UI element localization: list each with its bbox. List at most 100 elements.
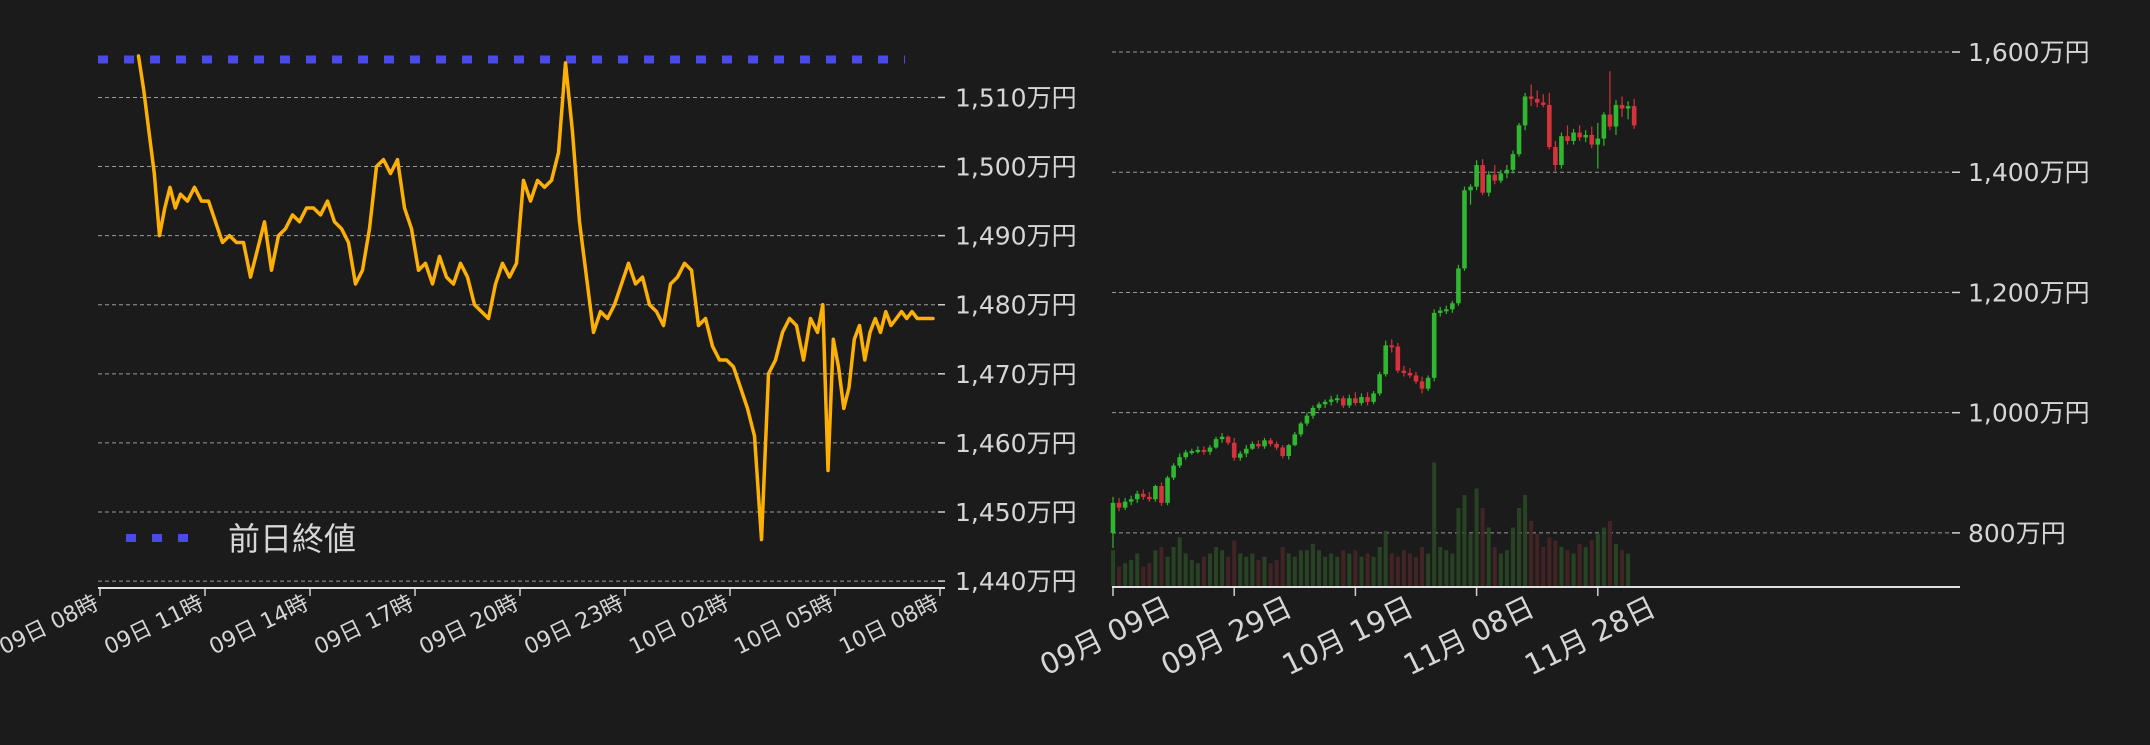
candle [1365, 392, 1370, 406]
candle-body [1583, 134, 1588, 138]
volume-bar [1244, 556, 1249, 586]
candle-body [1577, 132, 1582, 138]
volume-bar [1571, 553, 1576, 586]
daily-candlestick-chart: 800万円 1,000万円 1,200万円 1,400万円 1,600万円 09月 09… [1034, 38, 2089, 682]
daily-y-tick-label: 1,200万円 [1968, 278, 2090, 307]
intraday-x-tick-label: 09日 17時 [311, 591, 418, 660]
candle [1625, 101, 1631, 120]
daily-y-tick-label: 1,000万円 [1968, 399, 2090, 428]
candle-body [1219, 436, 1225, 440]
volume-bar [1492, 547, 1497, 586]
volume-bar [1365, 553, 1370, 586]
volume-bar [1304, 550, 1309, 586]
candle [1237, 451, 1243, 461]
candle-body [1559, 136, 1564, 166]
candle [1134, 490, 1140, 503]
candle-body [1474, 165, 1479, 187]
candle [1310, 405, 1316, 419]
volume-bar [1353, 550, 1358, 586]
candle [1322, 399, 1328, 408]
volume-bar [1371, 556, 1376, 586]
volume-bar [1498, 553, 1503, 586]
candle [1334, 394, 1340, 404]
candle [1201, 446, 1207, 455]
candle-body [1359, 397, 1364, 404]
candle [1480, 159, 1485, 196]
candle [1577, 125, 1582, 141]
volume-bars [1111, 462, 1631, 586]
volume-bar [1607, 521, 1612, 586]
volume-bar [1286, 553, 1291, 586]
candle-body [1444, 309, 1449, 312]
volume-bar [1177, 537, 1182, 586]
volume-bar [1359, 556, 1364, 586]
volume-bar [1504, 550, 1509, 586]
volume-bar [1517, 508, 1522, 586]
intraday-x-tick-label: 09日 23時 [521, 591, 628, 660]
candle-body [1201, 449, 1207, 452]
candle-body [1177, 457, 1182, 466]
volume-bar [1577, 543, 1582, 586]
candle-body [1389, 345, 1395, 348]
volume-bar [1171, 547, 1176, 586]
candle-body [1498, 173, 1504, 181]
candle [1522, 92, 1528, 131]
volume-bar [1462, 495, 1467, 586]
candle-body [1122, 501, 1128, 508]
volume-bar [1226, 556, 1231, 586]
candle-body [1425, 377, 1431, 389]
volume-bar [1310, 543, 1315, 586]
candle [1347, 394, 1352, 408]
candle-body [1407, 373, 1413, 376]
candle-body [1189, 451, 1195, 454]
candle [1159, 482, 1164, 506]
volume-bar [1468, 534, 1473, 586]
candle-body [1292, 434, 1298, 446]
volume-bar [1377, 547, 1382, 586]
daily-y-ticks: 800万円 1,000万円 1,200万円 1,400万円 1,600万円 [1968, 38, 2090, 548]
candle-body [1522, 96, 1528, 126]
candle-body [1322, 401, 1328, 405]
candle-body [1631, 106, 1637, 126]
candle [1613, 100, 1619, 135]
candle-body [1534, 98, 1540, 103]
candle [1177, 453, 1182, 468]
candle-body [1141, 493, 1146, 497]
intraday-y-tick-label: 1,490万円 [955, 222, 1077, 251]
daily-y-tick-label: 1,400万円 [1968, 158, 2090, 187]
candle [1110, 496, 1116, 548]
candle [1510, 150, 1516, 174]
volume-bar [1207, 553, 1212, 586]
volume-bar [1317, 550, 1322, 586]
candle-body [1110, 502, 1116, 533]
volume-bar [1535, 534, 1540, 586]
daily-x-tick-label: 11月 08日 [1398, 590, 1540, 682]
candle-body [1147, 496, 1152, 500]
candle-body [1371, 393, 1376, 402]
intraday-y-tick-label: 1,460万円 [955, 429, 1077, 458]
candle [1244, 445, 1249, 458]
candle [1383, 340, 1388, 377]
candle [1431, 309, 1437, 382]
candle-body [1619, 104, 1625, 109]
candle [1141, 489, 1146, 500]
candle-body [1456, 268, 1461, 304]
volume-bar [1262, 556, 1267, 586]
candle-body [1504, 169, 1510, 174]
price-line [136, 54, 935, 542]
candle-body [1159, 486, 1164, 503]
candle [1195, 446, 1201, 454]
daily-y-tick-label: 800万円 [1968, 519, 2066, 548]
volume-bar [1613, 543, 1618, 586]
volume-bar [1238, 553, 1243, 586]
candle [1128, 495, 1134, 506]
candle-body [1328, 399, 1334, 402]
volume-bar [1595, 534, 1600, 586]
daily-y-tick-label: 1,600万円 [1968, 38, 2090, 67]
candle-body [1431, 312, 1437, 378]
candle [1340, 395, 1346, 408]
intraday-y-tick-label: 1,500万円 [955, 153, 1077, 182]
volume-bar [1541, 547, 1546, 586]
